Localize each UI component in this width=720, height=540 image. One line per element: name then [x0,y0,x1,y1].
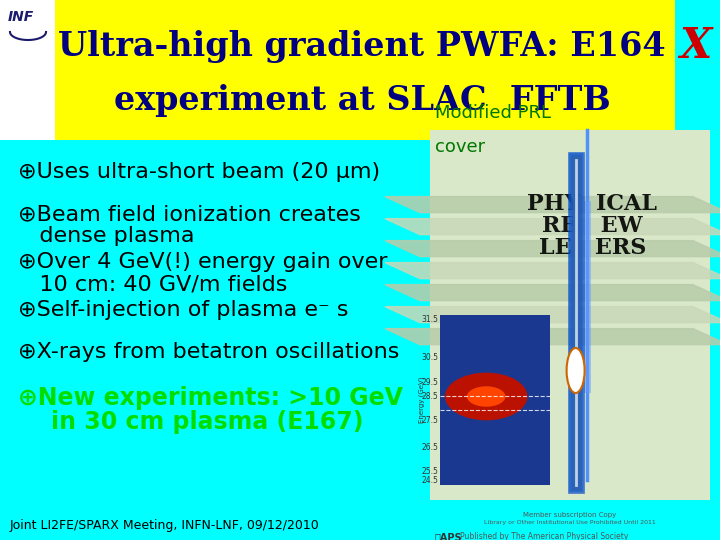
Ellipse shape [467,386,505,407]
Text: Published by The American Physical Society: Published by The American Physical Socie… [460,532,629,540]
Ellipse shape [445,373,528,420]
Text: 10 cm: 40 GV/m fields: 10 cm: 40 GV/m fields [18,274,287,294]
Text: dense plasma: dense plasma [18,226,194,246]
Text: cover: cover [435,138,485,156]
Text: in 30 cm plasma (E167): in 30 cm plasma (E167) [18,410,364,434]
Text: INF: INF [8,10,35,24]
Text: Energy (GeV): Energy (GeV) [419,377,426,423]
Bar [440,315,550,485]
Text: experiment at SLAC  FFTB: experiment at SLAC FFTB [114,84,611,117]
Text: PHY  ICAL: PHY ICAL [527,193,657,214]
Text: Library or Other Institutional Use Prohibited Until 2011: Library or Other Institutional Use Prohi… [484,520,656,525]
Polygon shape [385,219,720,234]
Polygon shape [385,241,720,256]
Text: X: X [679,25,711,67]
Text: Modified PRL: Modified PRL [435,104,551,122]
Text: 30.5: 30.5 [421,353,438,362]
Text: ⊕Over 4 GeV(!) energy gain over: ⊕Over 4 GeV(!) energy gain over [18,252,387,272]
Polygon shape [385,285,720,301]
Text: ⊕Self-injection of plasma e⁻ s: ⊕Self-injection of plasma e⁻ s [18,300,348,320]
Text: ⊕Beam field ionization creates: ⊕Beam field ionization creates [18,204,361,224]
Bar [0,0,55,140]
Text: ⒶAPS: ⒶAPS [435,532,463,540]
Text: Ultra-high gradient PWFA: E164: Ultra-high gradient PWFA: E164 [58,30,666,63]
Polygon shape [385,329,720,345]
Text: 26.5: 26.5 [421,443,438,452]
Text: Member subscription Copy: Member subscription Copy [523,512,616,518]
Text: ⊕Uses ultra-short beam (20 μm): ⊕Uses ultra-short beam (20 μm) [18,162,380,182]
Polygon shape [385,307,720,322]
Text: RE   EW: RE EW [542,214,643,237]
Text: LE   ERS: LE ERS [539,237,646,259]
Bar [55,0,675,140]
Polygon shape [385,197,720,213]
Text: 25.5: 25.5 [421,467,438,476]
Bar [430,130,710,500]
Ellipse shape [567,348,585,393]
Text: Joint LI2FE/SPARX Meeting, INFN-LNF, 09/12/2010: Joint LI2FE/SPARX Meeting, INFN-LNF, 09/… [10,519,320,532]
Text: ⊕X-rays from betatron oscillations: ⊕X-rays from betatron oscillations [18,342,400,362]
Text: 27.5: 27.5 [421,416,438,425]
Text: ⊕New experiments: >10 GeV: ⊕New experiments: >10 GeV [18,386,403,410]
Text: 29.5: 29.5 [421,379,438,387]
Text: 31.5: 31.5 [421,315,438,324]
Text: 24.5: 24.5 [421,476,438,485]
Text: 28.5: 28.5 [421,392,438,401]
Polygon shape [385,262,720,279]
